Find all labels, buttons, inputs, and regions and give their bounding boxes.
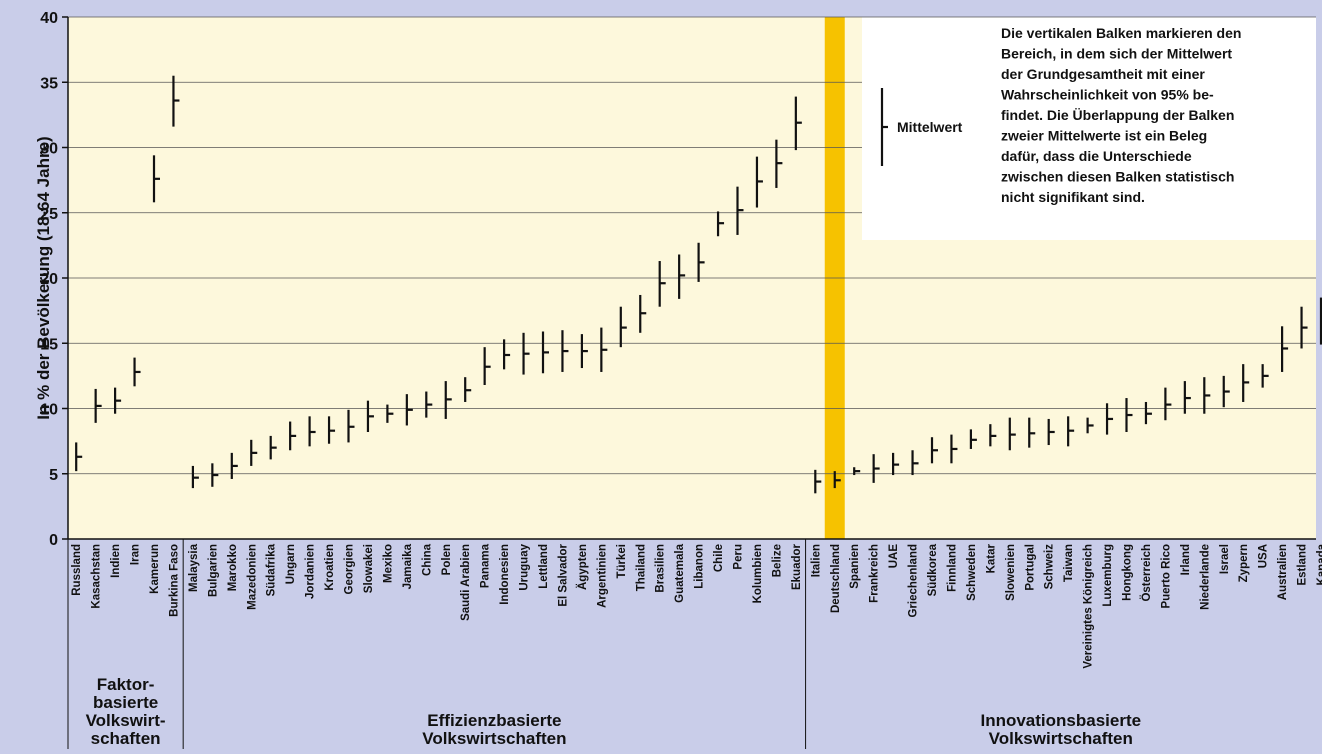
category-label: Belize	[771, 544, 783, 577]
category-label: Spanien	[849, 544, 861, 589]
category-label: Slowenien	[1005, 544, 1017, 601]
category-label: Uruguay	[519, 543, 531, 590]
category-label: Indien	[110, 544, 122, 578]
category-label: Mazedonien	[246, 544, 258, 610]
category-label: Kroatien	[324, 544, 336, 591]
category-label: Chile	[713, 544, 725, 572]
group-label: Volkswirtschaften	[422, 729, 566, 748]
category-label: Luxemburg	[1102, 544, 1114, 607]
category-label: Slowakei	[363, 544, 375, 593]
category-label: Jamaika	[402, 543, 414, 589]
category-label: USA	[1258, 544, 1270, 568]
category-label: Portugal	[1024, 544, 1036, 591]
category-label: Peru	[733, 544, 745, 570]
y-tick-label: 20	[40, 271, 58, 288]
y-tick-label: 35	[40, 75, 58, 92]
category-label: Italien	[810, 544, 822, 577]
category-label: Südafrika	[266, 543, 278, 596]
category-label: Zypern	[1238, 544, 1250, 582]
category-label: Niederlande	[1199, 544, 1211, 610]
category-label: Hongkong	[1122, 544, 1134, 601]
category-label: Deutschland	[830, 544, 842, 613]
category-label: Saudi Arabien	[460, 544, 472, 621]
category-label: China	[421, 543, 433, 576]
y-axis-title: In % der Bevölkerung (18-64 Jahre)	[34, 136, 53, 419]
category-label: Estland	[1297, 544, 1309, 586]
category-label: Jordanien	[305, 544, 317, 599]
category-label: Puerto Rico	[1160, 544, 1172, 609]
category-label: Kasachstan	[91, 544, 103, 609]
category-label: Kanada	[1316, 543, 1322, 585]
y-tick-label: 15	[40, 336, 58, 353]
category-label: Irland	[1180, 544, 1192, 575]
category-label: Lettland	[538, 544, 550, 589]
legend-note-line: dafür, dass die Unterschiede	[1001, 148, 1192, 164]
legend-note-line: Wahrscheinlichkeit von 95% be-	[1001, 87, 1214, 103]
category-label: Katar	[985, 543, 997, 573]
category-label: Kolumbien	[752, 544, 764, 603]
category-label: Schweden	[966, 544, 978, 601]
category-label: Brasilien	[655, 544, 667, 593]
y-tick-label: 0	[49, 532, 58, 549]
category-label: Russland	[71, 544, 83, 596]
category-label: Bulgarien	[207, 544, 219, 597]
category-label: Polen	[441, 544, 453, 575]
category-label: El Salvador	[557, 543, 569, 606]
category-label: Südkorea	[927, 543, 939, 596]
group-label: Volkswirtschaften	[989, 729, 1133, 748]
category-label: Ungarn	[285, 544, 297, 584]
y-tick-label: 40	[40, 10, 58, 27]
category-label: Vereinigtes Königreich	[1083, 544, 1095, 669]
category-label: Schweiz	[1044, 544, 1056, 590]
category-label: Panama	[480, 543, 492, 588]
y-tick-label: 5	[49, 467, 58, 484]
legend-note-line: der Grundgesamtheit mit einer	[1001, 66, 1205, 82]
category-label: Kamerun	[149, 544, 161, 594]
legend-note-line: zwischen diesen Balken statistisch	[1001, 169, 1234, 185]
category-label: Türkei	[616, 544, 628, 579]
category-label: Griechenland	[908, 544, 920, 618]
y-tick-label: 25	[40, 206, 58, 223]
category-label: Guatemala	[674, 543, 686, 602]
group-label: basierte	[93, 693, 158, 712]
legend-label: Mittelwert	[897, 119, 963, 135]
category-label: Australien	[1277, 544, 1289, 600]
category-label: UAE	[888, 544, 900, 569]
category-label: Ägypten	[576, 544, 589, 590]
category-label: Israel	[1219, 544, 1231, 574]
group-label: Volkswirt-	[86, 711, 166, 730]
category-label: Malaysia	[188, 543, 200, 592]
category-label: Burkina Faso	[168, 544, 180, 617]
category-label: Georgien	[344, 544, 356, 594]
category-label: Österreich	[1140, 544, 1153, 602]
category-label: Mexiko	[382, 544, 394, 583]
group-label: schaften	[91, 729, 161, 748]
group-label: Effizienzbasierte	[427, 711, 561, 730]
legend-note-line: Bereich, in dem sich der Mittelwert	[1001, 46, 1232, 62]
legend-note-line: zweier Mittelwerte ist ein Beleg	[1001, 128, 1207, 144]
legend-note-line: nicht signifikant sind.	[1001, 189, 1145, 205]
group-label: Innovationsbasierte	[980, 711, 1141, 730]
category-label: Frankreich	[869, 544, 881, 603]
category-label: Marokko	[227, 544, 239, 591]
legend-note-line: findet. Die Überlappung der Balken	[1001, 107, 1234, 123]
category-label: Argentinien	[596, 544, 608, 608]
group-label: Faktor-	[97, 675, 155, 694]
category-label: Finnland	[946, 544, 958, 592]
category-label: Ekuador	[791, 543, 803, 590]
category-label: Thailand	[635, 544, 647, 591]
legend-note-line: Die vertikalen Balken markieren den	[1001, 25, 1241, 41]
category-label: Iran	[130, 544, 142, 565]
category-label: Libanon	[694, 544, 706, 589]
y-tick-label: 30	[40, 141, 58, 158]
legend-box-cover	[862, 18, 1316, 240]
category-label: Taiwan	[1063, 544, 1075, 582]
category-label: Indonesien	[499, 544, 511, 605]
y-tick-label: 10	[40, 402, 58, 419]
